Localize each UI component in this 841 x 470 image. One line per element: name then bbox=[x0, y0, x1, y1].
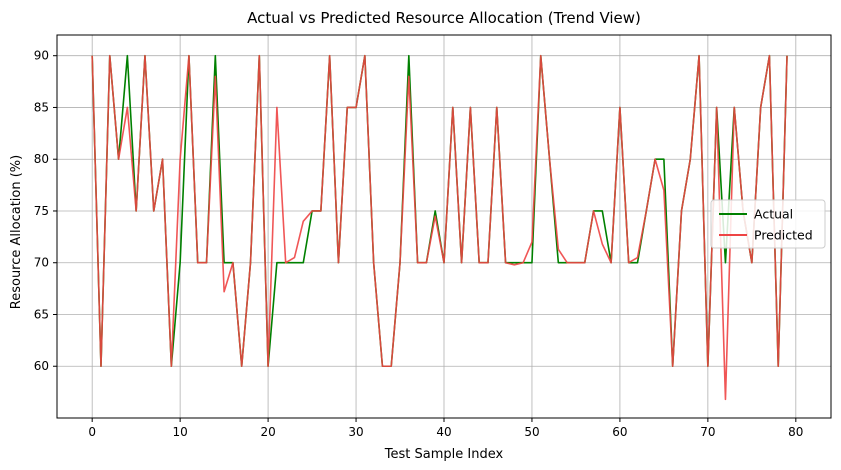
legend-label: Actual bbox=[754, 207, 793, 222]
legend-label: Predicted bbox=[754, 228, 813, 243]
x-tick-label: 20 bbox=[260, 425, 275, 439]
chart-title: Actual vs Predicted Resource Allocation … bbox=[247, 9, 641, 27]
legend: Actual Predicted bbox=[710, 199, 826, 249]
y-tick-label: 90 bbox=[34, 49, 49, 63]
x-tick-label: 0 bbox=[88, 425, 96, 439]
y-tick-label: 80 bbox=[34, 152, 49, 166]
x-axis-ticks: 0 10 20 30 40 50 60 70 80 bbox=[88, 418, 803, 439]
series-line-predicted bbox=[91, 54, 788, 401]
x-tick-label: 80 bbox=[788, 425, 803, 439]
y-axis-ticks: 60 65 70 75 80 85 90 bbox=[34, 49, 57, 373]
x-tick-label: 60 bbox=[612, 425, 627, 439]
y-tick-label: 60 bbox=[34, 359, 49, 373]
y-tick-label: 75 bbox=[34, 204, 49, 218]
x-tick-label: 10 bbox=[172, 425, 187, 439]
x-tick-label: 70 bbox=[700, 425, 715, 439]
x-tick-label: 50 bbox=[524, 425, 539, 439]
series-lines bbox=[91, 54, 788, 401]
y-tick-label: 65 bbox=[34, 307, 49, 321]
x-tick-label: 40 bbox=[436, 425, 451, 439]
y-tick-label: 85 bbox=[34, 100, 49, 114]
x-axis-label: Test Sample Index bbox=[384, 447, 504, 462]
y-tick-label: 70 bbox=[34, 256, 49, 270]
y-axis-label: Resource Allocation (%) bbox=[9, 155, 24, 309]
x-tick-label: 30 bbox=[348, 425, 363, 439]
